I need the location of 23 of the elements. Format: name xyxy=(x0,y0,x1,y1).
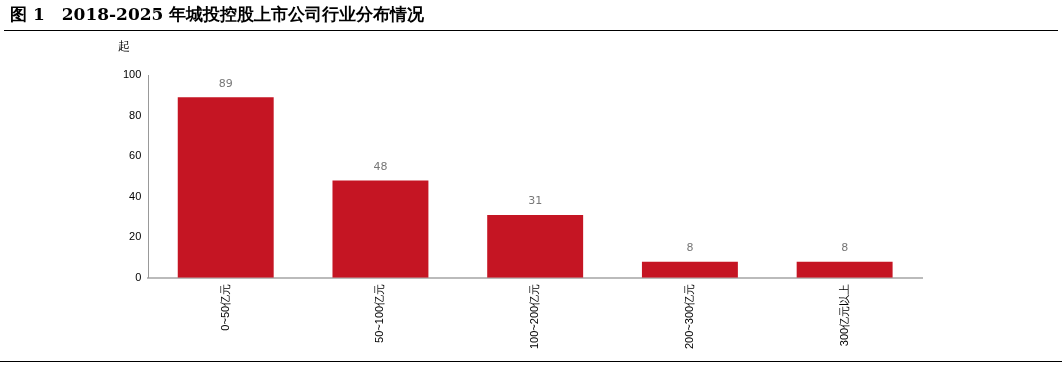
bar xyxy=(796,261,893,278)
x-tick-label: 300亿元以上 xyxy=(837,283,850,347)
data-label: 8 xyxy=(686,241,694,254)
x-tick-label: 100~200亿元 xyxy=(528,283,541,350)
bar xyxy=(332,180,429,278)
data-label: 48 xyxy=(373,159,388,173)
bar xyxy=(177,97,274,278)
bar xyxy=(487,214,584,278)
y-tick-label: 40 xyxy=(129,189,142,202)
data-label: 8 xyxy=(841,241,849,254)
x-tick-label: 50~100亿元 xyxy=(373,283,386,343)
y-tick-label: 20 xyxy=(129,230,142,243)
y-tick-label: 0 xyxy=(135,270,142,283)
x-tick-label: 200~300亿元 xyxy=(682,283,695,350)
data-label: 31 xyxy=(528,194,543,208)
data-label: 89 xyxy=(218,76,233,90)
y-axis-title: 起 xyxy=(118,39,130,54)
bar xyxy=(641,261,738,278)
y-tick-label: 100 xyxy=(122,68,142,81)
y-tick-label: 60 xyxy=(129,149,142,162)
x-tick-label: 0~50亿元 xyxy=(218,283,231,331)
y-tick-label: 80 xyxy=(129,108,142,121)
chart-title: 图 1 2018-2025 年城投控股上市公司行业分布情况 xyxy=(4,0,1058,31)
